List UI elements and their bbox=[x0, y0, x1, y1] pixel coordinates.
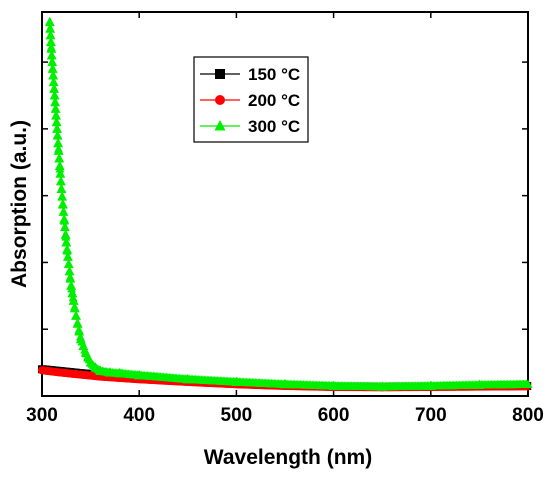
data-point bbox=[55, 175, 66, 186]
data-point bbox=[47, 56, 58, 67]
x-tick-label: 800 bbox=[512, 405, 544, 426]
data-point bbox=[114, 367, 125, 378]
data-point bbox=[54, 153, 65, 163]
data-point bbox=[69, 302, 80, 313]
legend: 150 °C 200 °C 300 °C bbox=[193, 56, 309, 143]
data-point bbox=[52, 130, 63, 140]
data-point bbox=[95, 365, 106, 376]
data-point bbox=[58, 206, 69, 216]
data-point bbox=[48, 70, 59, 80]
data-point bbox=[64, 265, 75, 276]
x-tick-label: 300 bbox=[26, 405, 58, 426]
data-point bbox=[60, 229, 71, 239]
data-point bbox=[56, 183, 67, 194]
data-point bbox=[51, 116, 62, 127]
x-tick-label: 600 bbox=[318, 405, 350, 426]
data-point bbox=[46, 43, 57, 53]
data-point bbox=[49, 90, 60, 100]
data-point bbox=[57, 198, 68, 209]
legend-marker bbox=[214, 120, 226, 131]
data-point bbox=[377, 381, 388, 391]
data-point bbox=[67, 287, 78, 298]
data-point bbox=[49, 83, 60, 93]
data-point bbox=[45, 36, 56, 47]
data-point bbox=[90, 362, 101, 372]
data-point bbox=[59, 214, 70, 224]
data-point bbox=[52, 123, 63, 133]
x-tick-label: 700 bbox=[415, 405, 447, 426]
data-point bbox=[47, 63, 58, 73]
x-tick-label: 400 bbox=[123, 405, 155, 426]
data-point bbox=[62, 244, 73, 254]
legend-marker bbox=[215, 95, 225, 105]
x-axis-title: Wavelength (nm) bbox=[204, 446, 372, 469]
data-point bbox=[55, 168, 66, 178]
y-axis-title: Absorption (a.u.) bbox=[8, 120, 31, 288]
legend-label: 300 °C bbox=[248, 117, 300, 136]
data-point bbox=[62, 251, 73, 261]
axis-ticks: 300 400 500 600 700 800 bbox=[26, 12, 544, 426]
data-point bbox=[44, 16, 55, 27]
data-point bbox=[182, 373, 193, 384]
data-point bbox=[134, 369, 145, 380]
series-layer bbox=[38, 16, 533, 392]
data-point bbox=[66, 280, 77, 290]
data-point bbox=[61, 237, 72, 247]
data-point bbox=[425, 380, 436, 391]
data-point bbox=[280, 378, 290, 389]
data-point bbox=[71, 310, 81, 320]
data-point bbox=[54, 160, 65, 171]
series-2 bbox=[44, 16, 533, 391]
data-point bbox=[63, 258, 74, 269]
data-point bbox=[45, 29, 56, 40]
data-point bbox=[53, 137, 64, 148]
data-point bbox=[50, 103, 61, 113]
data-point bbox=[65, 273, 76, 283]
data-point bbox=[48, 76, 59, 87]
data-point bbox=[68, 295, 79, 305]
data-point bbox=[46, 50, 57, 60]
data-point bbox=[85, 357, 96, 367]
data-point bbox=[50, 96, 61, 107]
data-point bbox=[74, 326, 85, 336]
data-point bbox=[231, 376, 242, 387]
plot-frame bbox=[41, 11, 529, 397]
data-point bbox=[474, 379, 485, 390]
data-point bbox=[53, 145, 64, 155]
data-point bbox=[59, 221, 70, 232]
data-point bbox=[57, 191, 68, 201]
x-tick-label: 500 bbox=[221, 405, 253, 426]
data-point bbox=[72, 318, 83, 328]
data-point bbox=[105, 367, 115, 377]
data-point bbox=[328, 380, 339, 391]
data-point bbox=[45, 23, 56, 33]
legend-label: 200 °C bbox=[248, 91, 300, 110]
legend-label: 150 °C bbox=[248, 65, 300, 84]
data-point bbox=[523, 379, 533, 388]
data-point bbox=[51, 110, 62, 120]
legend-marker bbox=[215, 69, 225, 79]
